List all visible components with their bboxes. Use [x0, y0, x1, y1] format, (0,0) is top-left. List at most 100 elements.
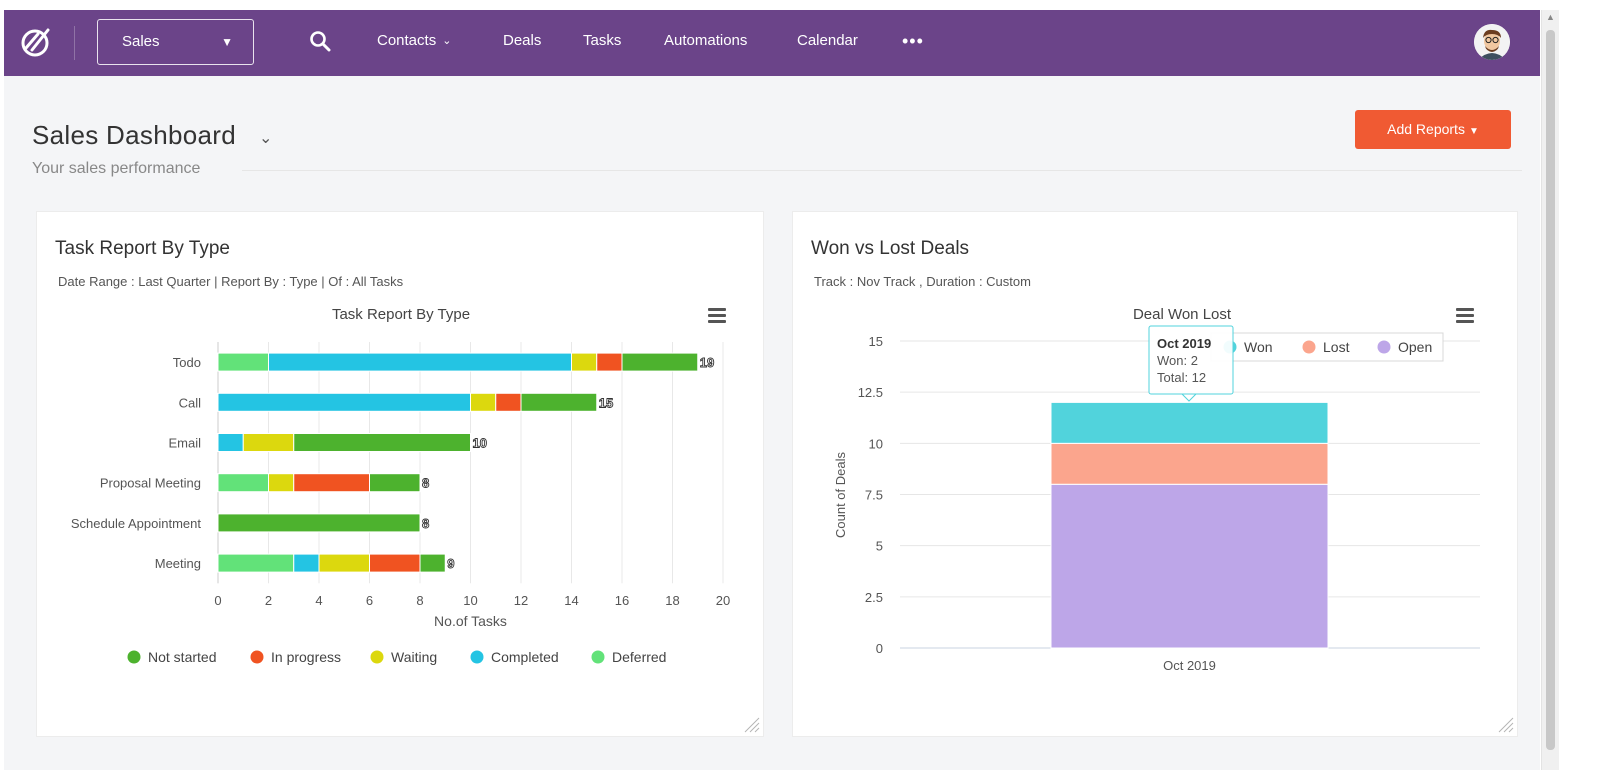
bar-segment-in-progress[interactable]	[596, 352, 623, 372]
y-tick-label: 12.5	[858, 385, 883, 400]
bar-segment-not-started[interactable]	[369, 473, 421, 493]
legend-label[interactable]: Completed	[491, 649, 559, 665]
tooltip-line: Won: 2	[1157, 353, 1198, 368]
hamburger-line	[1456, 314, 1474, 317]
hamburger-menu-icon[interactable]	[708, 308, 726, 323]
y-tick-label: 10	[869, 436, 883, 451]
bar-segment-deferred[interactable]	[217, 553, 295, 573]
legend-label[interactable]: Lost	[1323, 339, 1350, 355]
bar-segment-waiting[interactable]	[318, 553, 370, 573]
vertical-scrollbar[interactable]: ▲	[1541, 10, 1559, 770]
legend-label[interactable]: Deferred	[612, 649, 666, 665]
chart-title: Deal Won Lost	[1133, 306, 1232, 323]
y-axis-label: Count of Deals	[833, 452, 848, 538]
scrollbar-thumb[interactable]	[1546, 30, 1555, 750]
category-label: Meeting	[155, 556, 201, 571]
bar-segment-not-started[interactable]	[293, 433, 471, 452]
legend-marker[interactable]	[250, 650, 264, 664]
legend-label[interactable]: Won	[1244, 339, 1273, 355]
bar-segment-not-started[interactable]	[520, 392, 598, 412]
x-tick-label: 6	[366, 593, 373, 608]
bar-segment-deferred[interactable]	[217, 473, 269, 493]
nav-item-deals[interactable]: Deals	[503, 32, 541, 49]
data-label: 19	[700, 355, 714, 370]
bar-segment-completed[interactable]	[293, 553, 320, 573]
task-report-card: Task Report By Type Date Range : Last Qu…	[36, 211, 764, 737]
resize-handle-icon[interactable]	[1495, 714, 1515, 734]
data-label: 8	[422, 476, 429, 491]
data-label: 8	[422, 516, 429, 531]
hamburger-menu-icon[interactable]	[1456, 308, 1474, 323]
bar-segment-not-started[interactable]	[217, 513, 421, 533]
won-lost-card: Won vs Lost Deals Track : Nov Track , Du…	[792, 211, 1518, 737]
bar-segment-completed[interactable]	[217, 392, 471, 412]
resize-handle-icon[interactable]	[741, 714, 761, 734]
legend-marker[interactable]	[127, 650, 141, 664]
x-tick-label: 0	[214, 593, 221, 608]
card-title: Task Report By Type	[55, 238, 230, 259]
category-label: Call	[179, 395, 202, 410]
x-tick-label: 14	[564, 593, 578, 608]
bar-segment-waiting[interactable]	[242, 433, 295, 452]
y-tick-label: 7.5	[865, 488, 883, 503]
nav-item-label: Automations	[664, 32, 748, 49]
search-icon[interactable]	[309, 30, 331, 52]
legend-marker[interactable]	[370, 650, 384, 664]
app-logo-icon[interactable]	[18, 24, 54, 60]
bar-segment-waiting[interactable]	[571, 352, 598, 372]
legend-label[interactable]: Not started	[148, 649, 216, 665]
legend-marker[interactable]	[470, 650, 484, 664]
more-menu-icon[interactable]: •••	[902, 31, 924, 51]
x-tick-label: 10	[463, 593, 477, 608]
pipeline-select[interactable]: Sales ▼	[97, 19, 254, 65]
legend-marker[interactable]	[1302, 340, 1316, 354]
app-window: Sales ▼ Contacts ⌄ Deals Tasks Automation…	[4, 10, 1540, 770]
bar-segment-open[interactable]	[1050, 483, 1329, 649]
bar-segment-deferred[interactable]	[217, 352, 269, 372]
add-reports-button[interactable]: Add Reports ▼	[1355, 110, 1511, 149]
bar-segment-in-progress[interactable]	[293, 473, 370, 493]
x-tick-label: 2	[265, 593, 272, 608]
legend-marker[interactable]	[591, 650, 605, 664]
add-reports-label: Add Reports	[1387, 121, 1465, 137]
bar-segment-lost[interactable]	[1050, 442, 1329, 485]
y-tick-label: 15	[869, 334, 883, 349]
nav-item-calendar[interactable]: Calendar	[797, 32, 858, 49]
category-label: Schedule Appointment	[71, 516, 201, 531]
legend-label[interactable]: In progress	[271, 649, 341, 665]
tooltip-line: Total: 12	[1157, 370, 1206, 385]
x-tick-label: Oct 2019	[1163, 658, 1216, 673]
nav-item-label: Contacts	[377, 32, 437, 49]
caret-down-icon: ▼	[1468, 126, 1479, 137]
user-avatar[interactable]	[1474, 24, 1510, 60]
bar-segment-won[interactable]	[1050, 401, 1329, 444]
x-tick-label: 8	[416, 593, 423, 608]
data-label: 9	[447, 556, 454, 571]
x-tick-label: 12	[514, 593, 528, 608]
bar-segment-waiting[interactable]	[470, 392, 497, 412]
avatar-icon	[1474, 24, 1510, 60]
bar-segment-in-progress[interactable]	[495, 392, 522, 412]
nav-item-contacts[interactable]: Contacts ⌄	[377, 32, 451, 49]
x-tick-label: 16	[615, 593, 629, 608]
legend-label[interactable]: Waiting	[391, 649, 437, 665]
bar-segment-in-progress[interactable]	[369, 553, 421, 573]
card-meta: Track : Nov Track , Duration : Custom	[814, 274, 1031, 289]
task-report-chart: Task Report By Type 0 2 4 6 8 10 12 14 16 18 20 No.o…	[71, 306, 730, 665]
chevron-down-icon: ▼	[221, 35, 233, 49]
bar-segment-completed[interactable]	[268, 352, 572, 372]
page-subtitle: Your sales performance	[32, 160, 201, 177]
bar-segment-not-started[interactable]	[621, 352, 699, 372]
bar-segment-waiting[interactable]	[268, 473, 295, 493]
pipeline-select-value: Sales	[122, 33, 160, 50]
scroll-up-icon[interactable]: ▲	[1546, 12, 1555, 22]
nav-item-automations[interactable]: Automations	[664, 32, 747, 49]
legend-marker[interactable]	[1377, 340, 1391, 354]
y-tick-label: 0	[876, 641, 883, 656]
card-title: Won vs Lost Deals	[811, 238, 970, 259]
chevron-down-icon[interactable]: ⌄	[259, 130, 273, 147]
nav-item-tasks[interactable]: Tasks	[583, 32, 621, 49]
bar-segment-completed[interactable]	[217, 433, 244, 452]
legend-label[interactable]: Open	[1398, 339, 1432, 355]
bar-segment-not-started[interactable]	[419, 553, 446, 573]
